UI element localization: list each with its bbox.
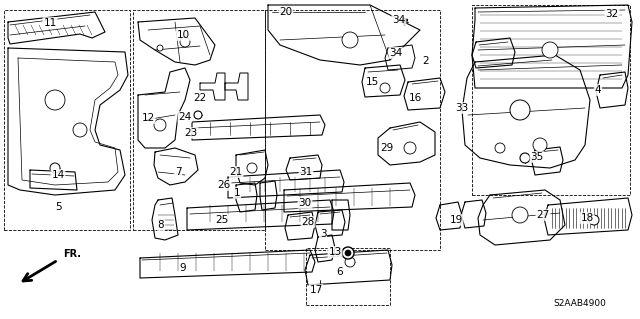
Text: 12: 12 bbox=[141, 113, 155, 123]
Text: 23: 23 bbox=[184, 128, 198, 138]
Text: 9: 9 bbox=[180, 263, 186, 273]
Bar bbox=[133, 10, 265, 230]
Circle shape bbox=[342, 247, 354, 259]
Text: 18: 18 bbox=[580, 213, 594, 223]
Circle shape bbox=[542, 42, 558, 58]
Text: 26: 26 bbox=[218, 180, 230, 190]
Text: 5: 5 bbox=[54, 202, 61, 212]
Bar bbox=[306, 248, 390, 305]
Text: 13: 13 bbox=[328, 247, 342, 257]
Text: 29: 29 bbox=[380, 143, 394, 153]
Circle shape bbox=[73, 123, 87, 137]
Text: 35: 35 bbox=[531, 152, 543, 162]
Text: S2AAB4900: S2AAB4900 bbox=[554, 299, 607, 308]
Circle shape bbox=[45, 90, 65, 110]
Text: 33: 33 bbox=[456, 103, 468, 113]
Circle shape bbox=[247, 163, 257, 173]
Circle shape bbox=[157, 45, 163, 51]
Text: 10: 10 bbox=[177, 30, 189, 40]
Circle shape bbox=[342, 32, 358, 48]
Text: 14: 14 bbox=[51, 170, 65, 180]
Circle shape bbox=[380, 83, 390, 93]
Text: FR.: FR. bbox=[63, 249, 81, 259]
Text: 21: 21 bbox=[229, 167, 243, 177]
Text: 34: 34 bbox=[389, 48, 403, 58]
Text: 27: 27 bbox=[536, 210, 550, 220]
Circle shape bbox=[404, 142, 416, 154]
Circle shape bbox=[154, 119, 166, 131]
Text: 16: 16 bbox=[408, 93, 422, 103]
Text: 15: 15 bbox=[365, 77, 379, 87]
Bar bbox=[265, 10, 440, 250]
Text: 1: 1 bbox=[234, 188, 240, 198]
Text: 24: 24 bbox=[179, 112, 191, 122]
Circle shape bbox=[510, 100, 530, 120]
Circle shape bbox=[520, 153, 530, 163]
Bar bbox=[472, 5, 630, 195]
Text: 7: 7 bbox=[175, 167, 181, 177]
Circle shape bbox=[194, 111, 202, 119]
Text: 25: 25 bbox=[216, 215, 228, 225]
Circle shape bbox=[345, 257, 355, 267]
Text: 3: 3 bbox=[320, 229, 326, 239]
Text: 8: 8 bbox=[157, 220, 164, 230]
Text: 4: 4 bbox=[595, 85, 602, 95]
Circle shape bbox=[512, 207, 528, 223]
Text: 31: 31 bbox=[300, 167, 312, 177]
Text: 32: 32 bbox=[605, 9, 619, 19]
Text: 19: 19 bbox=[449, 215, 463, 225]
Circle shape bbox=[495, 143, 505, 153]
Text: 30: 30 bbox=[298, 198, 312, 208]
Circle shape bbox=[589, 215, 599, 225]
Bar bbox=[4, 10, 130, 230]
Text: 2: 2 bbox=[422, 56, 429, 66]
Text: 6: 6 bbox=[337, 267, 343, 277]
Text: 34: 34 bbox=[392, 15, 406, 25]
Text: 17: 17 bbox=[309, 285, 323, 295]
Text: 20: 20 bbox=[280, 7, 292, 17]
Text: 22: 22 bbox=[193, 93, 207, 103]
Circle shape bbox=[533, 138, 547, 152]
Circle shape bbox=[180, 37, 190, 47]
Circle shape bbox=[345, 250, 351, 256]
Text: 11: 11 bbox=[44, 18, 56, 28]
Circle shape bbox=[50, 163, 60, 173]
Text: 28: 28 bbox=[301, 217, 315, 227]
